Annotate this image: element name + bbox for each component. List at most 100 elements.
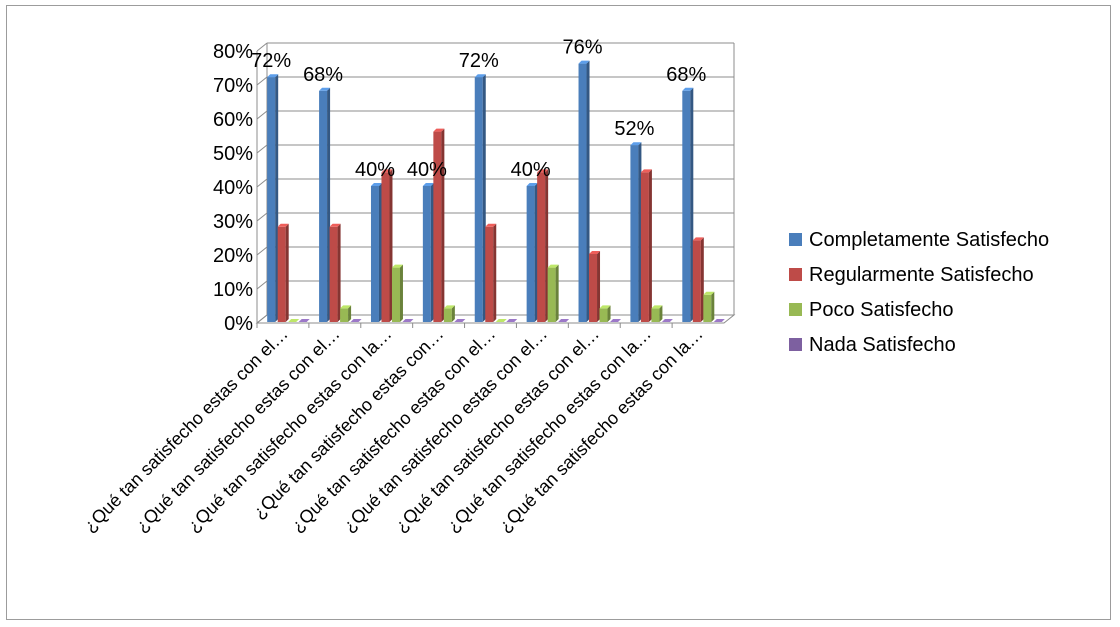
bar <box>370 183 382 322</box>
bar-side <box>285 223 289 322</box>
bar-side <box>555 264 559 322</box>
bar <box>589 251 601 322</box>
bar <box>288 319 300 322</box>
legend-swatch <box>789 233 802 246</box>
bar-front <box>682 90 691 322</box>
bar <box>485 223 497 322</box>
bar-top <box>288 319 300 322</box>
bar-top <box>589 251 601 254</box>
bar-top <box>267 74 279 78</box>
bar <box>443 305 455 322</box>
side-gridline <box>256 246 268 256</box>
bar-front <box>485 226 494 322</box>
legend-label: Nada Satisfecho <box>809 334 956 356</box>
bar <box>610 319 622 322</box>
gridlines <box>256 42 735 324</box>
bar-chart: 0% 10% 20% 30% 40% 50% 60% 70% 80% ¿Qué tan sati… <box>80 37 1050 536</box>
bar-top <box>433 128 445 132</box>
data-label: 40% <box>407 159 447 181</box>
bar-top <box>599 305 611 309</box>
bar-side <box>648 169 652 322</box>
bar-front <box>267 77 276 322</box>
bar <box>651 305 663 322</box>
bar <box>692 237 704 322</box>
bar-front <box>537 172 546 322</box>
bar <box>682 87 694 322</box>
bar-front <box>526 186 535 322</box>
bar-side <box>378 183 382 322</box>
bar-top <box>651 305 663 309</box>
bar <box>350 319 362 322</box>
bar-top <box>443 305 455 309</box>
side-gridline <box>256 280 268 290</box>
bar-top <box>640 169 652 173</box>
bar-front <box>370 186 379 322</box>
bar-top <box>319 87 331 91</box>
bar-side <box>534 183 538 322</box>
data-label: 40% <box>355 159 395 181</box>
bar-front <box>630 145 639 322</box>
legend-swatch <box>789 303 802 316</box>
bar-side <box>327 87 331 322</box>
bar <box>526 183 538 322</box>
bar-side <box>545 169 549 322</box>
bar-top <box>610 319 622 322</box>
bar-side <box>441 128 445 322</box>
bar-top <box>381 169 393 173</box>
data-label: 68% <box>303 64 343 86</box>
bar-top <box>682 87 694 91</box>
bar-front <box>340 308 349 322</box>
legend-swatch <box>789 338 802 351</box>
bar <box>599 305 611 322</box>
bar <box>298 319 310 322</box>
bar-top <box>402 319 414 322</box>
bar-front <box>422 186 431 322</box>
bar-side <box>586 60 590 322</box>
side-gridline <box>256 110 268 120</box>
bar-front <box>692 240 701 322</box>
bar-side <box>275 74 279 322</box>
bar-side <box>711 291 715 322</box>
bar-top <box>277 223 289 227</box>
bar <box>537 169 549 322</box>
bar-top <box>340 305 352 309</box>
bar-front <box>651 308 660 322</box>
bar-side <box>607 305 611 322</box>
y-tick-label: 80% <box>213 41 253 63</box>
bar-top <box>329 223 341 227</box>
bar <box>558 319 570 322</box>
bar <box>277 223 289 322</box>
bar-side <box>430 183 434 322</box>
bar <box>433 128 445 322</box>
bar-front <box>474 77 483 322</box>
legend-label: Completamente Satisfecho <box>809 229 1049 251</box>
bar-side <box>337 223 341 322</box>
bar-top <box>485 223 497 227</box>
bar-top <box>495 319 507 322</box>
bar-top <box>692 237 704 241</box>
bar-top <box>298 319 310 322</box>
side-gridline <box>256 42 268 52</box>
bar-side <box>399 264 403 322</box>
x-axis-categories: ¿Qué tan satisfecho estas con el…¿Qué ta… <box>80 324 707 536</box>
bar-top <box>370 183 382 186</box>
bar <box>329 223 341 322</box>
bar-side <box>638 142 642 322</box>
bar-top <box>558 319 570 322</box>
bar-front <box>640 172 649 322</box>
bar <box>402 319 414 322</box>
bar-side <box>597 251 601 322</box>
data-label: 40% <box>511 159 551 181</box>
bar <box>713 319 725 322</box>
bar-front <box>703 294 712 322</box>
bar <box>578 60 590 322</box>
bar-top <box>474 74 486 78</box>
bar-top <box>661 319 673 322</box>
bar-side <box>659 305 663 322</box>
bar <box>495 319 507 322</box>
chart-frame: 0% 10% 20% 30% 40% 50% 60% 70% 80% ¿Qué tan sati… <box>6 5 1111 620</box>
bar-front <box>319 90 328 322</box>
chart-floor <box>255 314 736 328</box>
bar-top <box>630 142 642 146</box>
data-labels: 72% 68% 40% 40% 72% 40% 76% 52% 68% <box>251 37 706 181</box>
